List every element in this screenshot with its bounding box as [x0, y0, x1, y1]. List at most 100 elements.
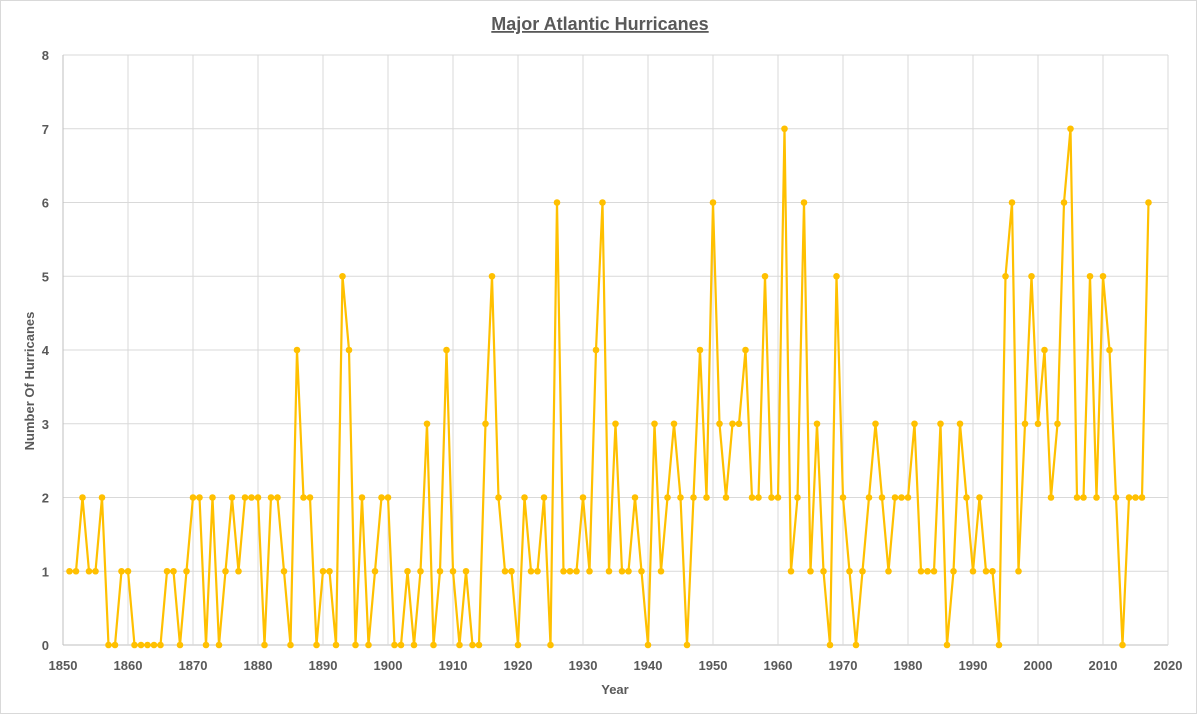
data-point [358, 494, 366, 501]
data-point [1145, 199, 1152, 206]
data-point [794, 494, 801, 501]
data-point [872, 420, 879, 428]
data-point [1086, 272, 1094, 280]
data-point [339, 272, 346, 280]
y-tick-label: 3 [42, 417, 49, 432]
x-tick-label: 1950 [699, 658, 728, 673]
data-point [105, 641, 112, 649]
data-point [1021, 420, 1029, 428]
data-point [696, 346, 704, 354]
data-point [1099, 272, 1107, 280]
data-point [79, 494, 86, 501]
data-point [508, 567, 515, 575]
data-point [1119, 641, 1126, 649]
data-point [911, 420, 918, 428]
data-point [326, 567, 333, 575]
data-point [423, 420, 431, 428]
data-point [950, 567, 957, 575]
data-point [384, 494, 392, 501]
data-point [878, 494, 886, 501]
y-tick-label: 6 [42, 196, 49, 211]
data-point [1132, 494, 1139, 501]
data-point [813, 420, 821, 428]
data-point [781, 125, 788, 133]
x-tick-label: 1870 [179, 658, 208, 673]
data-point [443, 346, 450, 354]
data-point [1093, 494, 1100, 501]
data-point [761, 272, 769, 280]
data-point [397, 641, 405, 649]
x-tick-label: 1850 [49, 658, 78, 673]
data-point [495, 494, 502, 501]
data-point [592, 346, 600, 354]
data-point [215, 641, 223, 649]
data-point [144, 641, 151, 649]
data-point [826, 641, 834, 649]
data-point [85, 567, 93, 575]
data-point [430, 641, 437, 649]
data-point [514, 641, 522, 649]
data-point [280, 567, 288, 575]
data-point [189, 494, 197, 501]
data-point [254, 494, 262, 501]
data-point [1080, 494, 1087, 501]
data-point [196, 494, 203, 501]
x-tick-label: 2010 [1089, 658, 1118, 673]
data-point [748, 494, 756, 501]
data-point [456, 641, 463, 649]
data-point [352, 641, 359, 649]
data-point [709, 199, 717, 206]
data-point [235, 567, 242, 575]
data-point [657, 567, 665, 575]
x-tick-label: 1910 [439, 658, 468, 673]
data-point [462, 567, 470, 575]
data-point [820, 567, 827, 575]
y-tick-label: 0 [42, 638, 49, 653]
data-point [410, 641, 418, 649]
data-point [885, 567, 892, 575]
data-point [469, 641, 476, 649]
data-point [716, 420, 723, 428]
y-tick-label: 2 [42, 491, 49, 506]
data-point [859, 567, 866, 575]
series-layer [66, 125, 1152, 649]
data-point [768, 494, 775, 501]
data-point [904, 494, 912, 501]
data-point [332, 641, 340, 649]
data-point [521, 494, 528, 501]
data-point [183, 567, 190, 575]
y-tick-label: 8 [42, 48, 49, 63]
data-point [995, 641, 1003, 649]
data-point [787, 567, 795, 575]
data-point [774, 494, 782, 501]
x-tick-label: 1970 [829, 658, 858, 673]
x-axis-ticks: 1850 1860 1870 1880 1890 1900 1910 1920 1930 1940… [49, 658, 1183, 673]
data-point [1138, 494, 1146, 501]
data-point [163, 567, 171, 575]
data-point [365, 641, 372, 649]
data-point [371, 567, 379, 575]
x-tick-label: 1860 [114, 658, 143, 673]
data-point [956, 420, 964, 428]
series-line [69, 127, 1150, 647]
data-point [274, 494, 281, 501]
data-point [982, 567, 990, 575]
data-point [306, 494, 314, 501]
data-point [131, 641, 138, 649]
data-point [807, 567, 814, 575]
data-point [488, 272, 496, 280]
x-tick-label: 1920 [504, 658, 533, 673]
data-point [560, 567, 567, 575]
data-point [111, 641, 119, 649]
data-point [989, 567, 996, 575]
data-point [1060, 199, 1068, 206]
data-point [66, 567, 73, 575]
data-point [436, 567, 444, 575]
data-point [729, 420, 736, 428]
data-point [1125, 494, 1133, 501]
data-point [722, 494, 730, 501]
data-point [137, 641, 145, 649]
data-point [891, 494, 899, 501]
data-point [755, 494, 762, 501]
